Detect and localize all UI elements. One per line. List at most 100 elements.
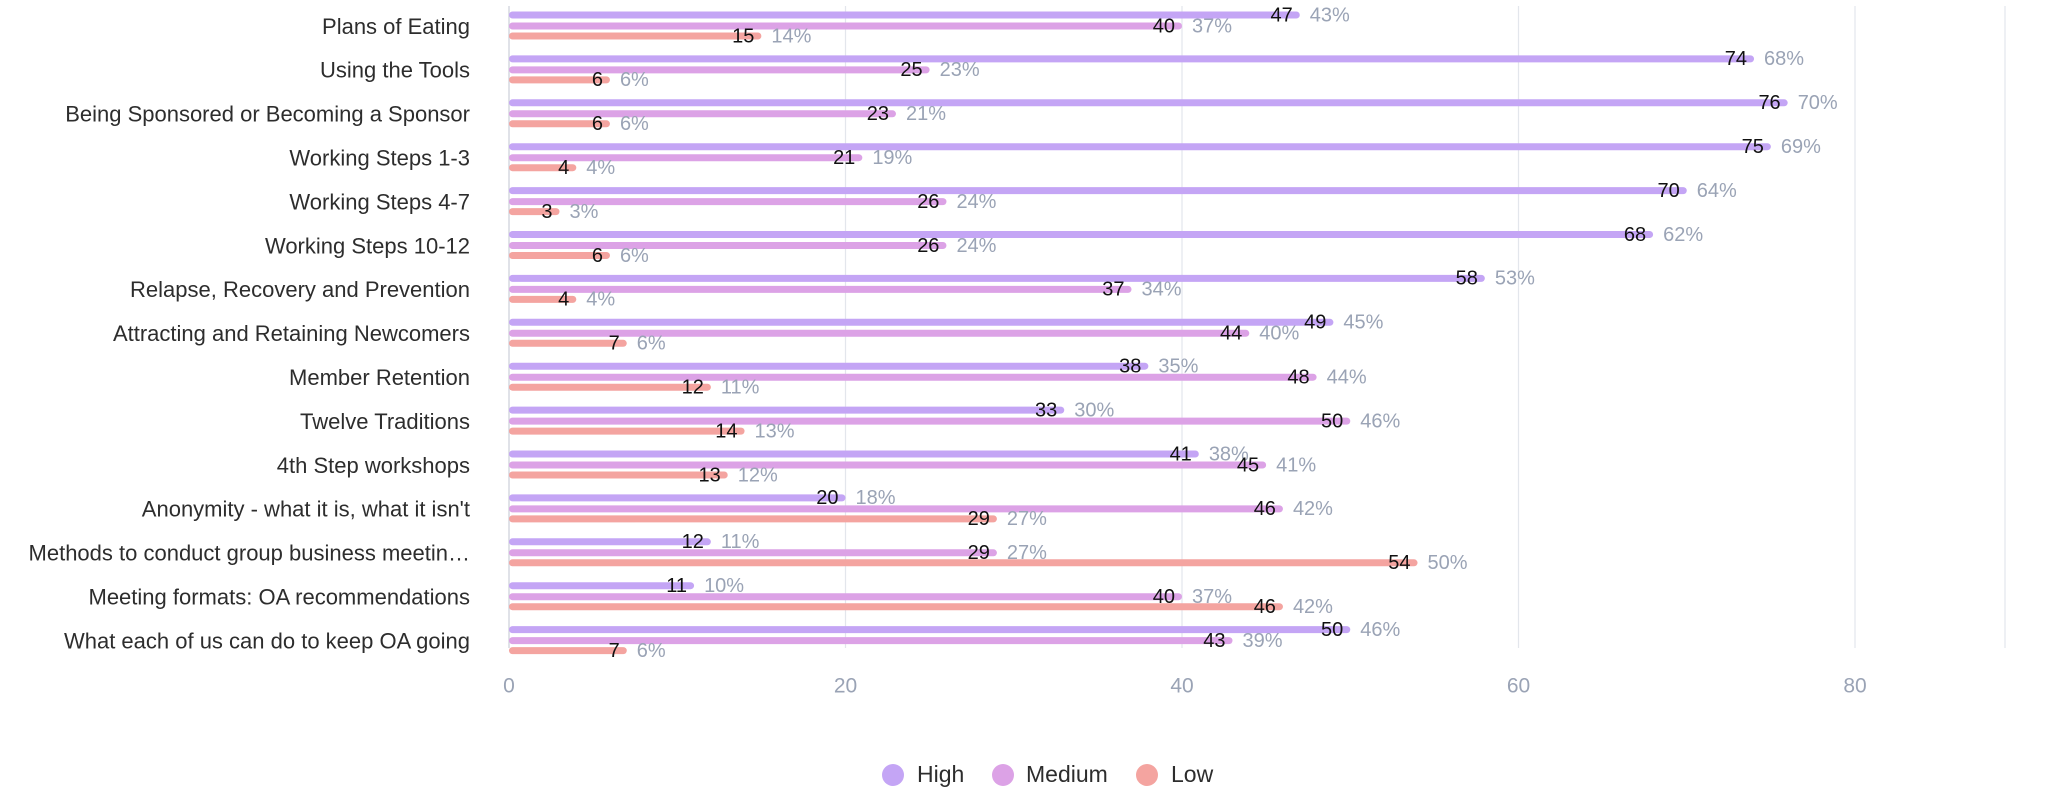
bar-high: [509, 582, 695, 590]
bar-low: [509, 427, 745, 435]
value-label: 40: [1153, 586, 1175, 608]
percent-label: 24%: [956, 235, 996, 257]
x-tick-label: 20: [834, 675, 857, 698]
bar-low: [509, 603, 1283, 611]
bar-low: [509, 208, 560, 216]
percent-label: 41%: [1276, 454, 1316, 476]
x-axis: 0 20 40 60 80: [503, 675, 1867, 698]
value-label: 44: [1220, 323, 1242, 345]
legend-item-low[interactable]: Low: [1136, 761, 1214, 787]
bar-high: [509, 494, 846, 502]
percent-label: 3%: [569, 201, 598, 223]
value-label: 68: [1624, 224, 1646, 246]
category-label: Working Steps 1-3: [289, 146, 470, 171]
percent-label: 42%: [1293, 596, 1333, 618]
value-label: 12: [682, 531, 704, 553]
value-label: 50: [1321, 410, 1343, 432]
bar-high: [509, 11, 1300, 19]
percent-label: 23%: [940, 59, 980, 81]
percent-label: 4%: [586, 157, 615, 179]
value-label: 13: [698, 464, 720, 486]
bar-high: [509, 406, 1065, 414]
percent-label: 62%: [1663, 224, 1703, 246]
legend-label: High: [917, 761, 964, 787]
percent-label: 35%: [1158, 355, 1198, 377]
legend-swatch: [882, 764, 904, 786]
percent-label: 18%: [856, 487, 896, 509]
value-label: 43: [1203, 630, 1225, 652]
value-label: 75: [1742, 136, 1764, 158]
category-label: Member Retention: [289, 365, 470, 390]
bar-low: [509, 515, 997, 523]
bar-low: [509, 647, 627, 655]
category-label: Relapse, Recovery and Prevention: [130, 277, 470, 302]
percent-label: 6%: [637, 333, 666, 355]
percent-label: 53%: [1495, 268, 1535, 290]
percent-label: 38%: [1209, 443, 1249, 465]
bars-group: [509, 11, 1788, 655]
value-label: 38: [1119, 355, 1141, 377]
x-tick-label: 60: [1507, 675, 1530, 698]
percent-label: 24%: [956, 191, 996, 213]
percent-label: 10%: [704, 575, 744, 597]
legend: High Medium Low: [882, 761, 1214, 787]
bar-high: [509, 450, 1199, 458]
category-label: What each of us can do to keep OA going: [64, 628, 470, 653]
value-label: 3: [541, 201, 552, 223]
percent-label: 21%: [906, 103, 946, 125]
bar-medium: [509, 373, 1317, 381]
value-label: 74: [1725, 48, 1747, 70]
legend-item-medium[interactable]: Medium: [992, 761, 1108, 787]
percent-label: 27%: [1007, 542, 1047, 564]
percent-label: 64%: [1697, 180, 1737, 202]
value-label: 47: [1271, 4, 1293, 26]
value-label: 46: [1254, 498, 1276, 520]
percent-label: 11%: [721, 376, 760, 398]
value-label: 6: [592, 113, 603, 135]
bar-high: [509, 99, 1788, 107]
legend-item-high[interactable]: High: [882, 761, 964, 787]
bar-medium: [509, 198, 947, 206]
percent-label: 50%: [1428, 552, 1468, 574]
value-label: 6: [592, 69, 603, 91]
legend-swatch: [1136, 764, 1158, 786]
value-label: 41: [1170, 443, 1192, 465]
percent-label: 46%: [1360, 619, 1400, 641]
percent-label: 44%: [1327, 366, 1367, 388]
legend-swatch: [992, 764, 1014, 786]
percent-label: 70%: [1798, 92, 1838, 114]
value-label: 49: [1304, 312, 1326, 334]
value-label: 58: [1456, 268, 1478, 290]
legend-label: Low: [1171, 761, 1214, 787]
bar-medium: [509, 417, 1351, 425]
bar-medium: [509, 285, 1132, 293]
value-label: 40: [1153, 15, 1175, 37]
value-label: 14: [715, 420, 737, 442]
percent-label: 68%: [1764, 48, 1804, 70]
bar-low: [509, 383, 711, 391]
category-label: Methods to conduct group business meetin…: [29, 541, 470, 566]
percent-label: 42%: [1293, 498, 1333, 520]
value-label: 76: [1758, 92, 1780, 114]
category-label: Plans of Eating: [322, 14, 470, 39]
bar-low: [509, 32, 762, 40]
percent-label: 46%: [1360, 410, 1400, 432]
bar-high: [509, 274, 1485, 282]
bar-high: [509, 538, 711, 546]
value-label: 23: [867, 103, 889, 125]
bar-medium: [509, 549, 997, 557]
value-label: 26: [917, 191, 939, 213]
bar-low: [509, 559, 1418, 567]
percent-label: 45%: [1343, 312, 1383, 334]
bar-low: [509, 471, 728, 479]
percent-label: 14%: [771, 25, 811, 47]
x-tick-label: 80: [1843, 675, 1866, 698]
value-label: 54: [1388, 552, 1410, 574]
value-label: 70: [1658, 180, 1680, 202]
bar-high: [509, 318, 1334, 326]
percent-label: 37%: [1192, 586, 1232, 608]
value-label: 26: [917, 235, 939, 257]
category-label: Working Steps 10-12: [265, 233, 470, 258]
bar-low: [509, 252, 610, 259]
